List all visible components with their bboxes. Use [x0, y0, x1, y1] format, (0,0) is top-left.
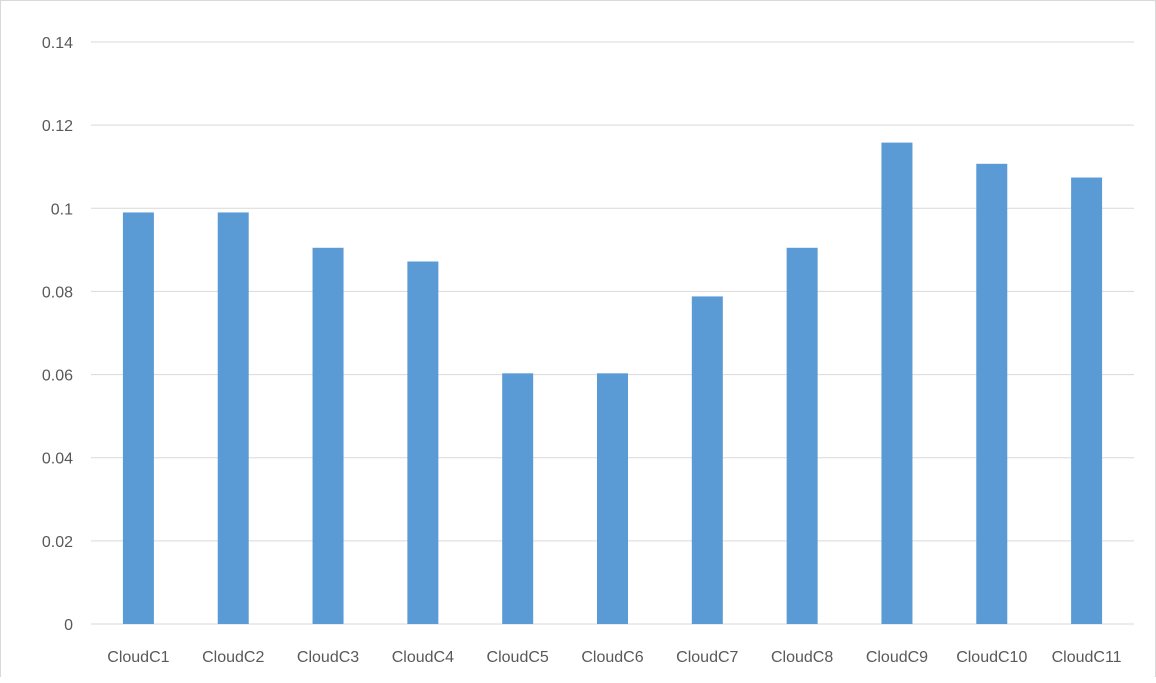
y-tick-label: 0.1	[51, 201, 73, 218]
bar-cloudc11	[1071, 177, 1103, 624]
x-axis-tick-labels: CloudC1 CloudC2 CloudC3 CloudC4 CloudC5 Cloud…	[107, 649, 1121, 666]
x-tick-label: CloudC1	[107, 649, 169, 666]
bar-cloudc6	[597, 373, 628, 624]
bar-cloudc5	[502, 373, 534, 624]
bar-cloudc4	[407, 261, 439, 624]
bars	[122, 142, 1103, 625]
bar-cloudc10	[976, 163, 1008, 624]
bar-cloudc1	[122, 212, 154, 624]
y-axis-tick-labels: 0 0.02 0.04 0.06 0.08 0.1 0.12 0.14	[42, 35, 73, 634]
x-tick-label: CloudC3	[297, 649, 359, 666]
x-tick-label: CloudC6	[581, 649, 643, 666]
x-tick-label: CloudC2	[202, 649, 264, 666]
y-tick-label: 0	[64, 617, 73, 634]
bar-cloudc8	[786, 247, 818, 624]
y-tick-label: 0.12	[42, 118, 73, 135]
y-tick-label: 0.04	[42, 451, 73, 468]
bar-cloudc3	[312, 247, 344, 624]
x-tick-label: CloudC9	[866, 649, 928, 666]
x-tick-label: CloudC7	[676, 649, 738, 666]
y-tick-label: 0.08	[42, 284, 73, 301]
bar-cloudc9	[881, 142, 913, 625]
y-tick-label: 0.02	[42, 534, 73, 551]
x-tick-label: CloudC11	[1052, 649, 1122, 666]
y-tick-label: 0.14	[42, 35, 73, 52]
bar-cloudc2	[217, 212, 249, 624]
x-tick-label: CloudC4	[392, 649, 454, 666]
x-tick-label: CloudC8	[771, 649, 833, 666]
x-tick-label: CloudC10	[956, 649, 1027, 666]
x-tick-label: CloudC5	[487, 649, 549, 666]
bar-cloudc7	[691, 296, 723, 624]
y-tick-label: 0.06	[42, 368, 73, 385]
